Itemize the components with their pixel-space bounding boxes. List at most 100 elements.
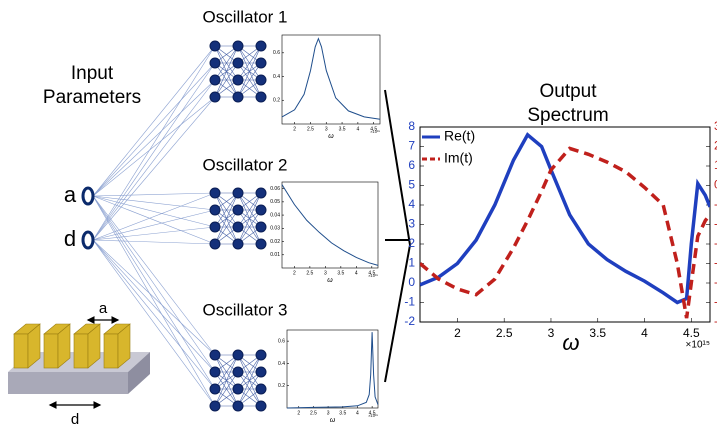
y-tick-label: 0.05 — [270, 199, 280, 205]
y-tick-label: 0.06 — [270, 186, 280, 192]
x-tick-label: 2 — [454, 326, 461, 340]
neuron — [256, 401, 266, 411]
x-tick-label: 3 — [327, 410, 330, 416]
y-tick-label: 0.4 — [273, 74, 280, 80]
y-tick-label: 3 — [408, 217, 415, 231]
neuron — [210, 222, 220, 232]
edge — [93, 193, 215, 240]
y-tick-label: 0.2 — [278, 383, 285, 389]
chart-title: Oscillator 3 — [202, 300, 287, 319]
neuron — [210, 384, 220, 394]
y-tick-label: 0.2 — [273, 98, 280, 104]
y-tick-label: 0.04 — [270, 212, 280, 218]
x-multiplier: ×10¹⁵ — [370, 129, 380, 134]
neuron — [256, 350, 266, 360]
neuron — [256, 384, 266, 394]
input-d: d — [64, 226, 76, 251]
y-tick-label: 0.02 — [270, 239, 280, 245]
neuron — [233, 222, 243, 232]
x-tick-label: 2 — [293, 126, 296, 132]
edge — [93, 97, 215, 240]
neuron — [210, 350, 220, 360]
x-tick-label: 3 — [325, 126, 328, 132]
neuron — [233, 384, 243, 394]
neuron — [233, 92, 243, 102]
y-tick-label: 6 — [408, 158, 415, 172]
y-tick-label: 1 — [408, 256, 415, 270]
y-tick-label: 0.4 — [278, 361, 285, 367]
neuron — [210, 75, 220, 85]
neuron — [233, 75, 243, 85]
y-tick-label: -1 — [404, 295, 415, 309]
y-tick-label: 0.03 — [270, 226, 280, 232]
input-node — [83, 232, 93, 248]
x-tick-label: 3.5 — [589, 326, 606, 340]
x-tick-label: 4 — [356, 126, 359, 132]
neuron — [210, 367, 220, 377]
y-tick-label: 0.01 — [270, 252, 280, 258]
input-a: a — [64, 182, 77, 207]
x-tick-label: 3 — [324, 270, 327, 276]
x-tick-label: 2.5 — [496, 326, 513, 340]
legend-label: Re(t) — [444, 128, 475, 144]
nanostructure — [8, 320, 150, 405]
y-tick-label: 8 — [408, 119, 415, 133]
y-tick-label: 2 — [408, 236, 415, 250]
x-multiplier: ×10¹⁵ — [686, 340, 710, 351]
neuron — [210, 239, 220, 249]
x-tick-label: 2 — [297, 410, 300, 416]
neuron — [256, 239, 266, 249]
neuron — [210, 92, 220, 102]
x-tick-label: 3.5 — [337, 270, 344, 276]
x-tick-label: 4 — [355, 270, 358, 276]
neuron — [210, 188, 220, 198]
neuron — [233, 239, 243, 249]
plot-frame — [282, 182, 378, 268]
x-tick-label: 4.5 — [683, 326, 700, 340]
edge — [93, 193, 215, 196]
x-axis-label: ω — [562, 330, 579, 355]
x-axis-label: ω — [330, 417, 336, 424]
legend-label: Im(t) — [444, 150, 473, 166]
chart-title: Oscillator 1 — [202, 7, 287, 26]
neuron — [233, 401, 243, 411]
y-tick-label: -2 — [404, 314, 415, 328]
y-tick-label: 5 — [408, 178, 415, 192]
y-tick-label: 4 — [408, 197, 415, 211]
edge — [93, 97, 215, 196]
label-a: a — [99, 300, 108, 317]
neuron — [256, 188, 266, 198]
x-tick-label: 2 — [293, 270, 296, 276]
x-tick-label: 4 — [356, 410, 359, 416]
neuron — [256, 75, 266, 85]
neuron — [256, 58, 266, 68]
x-tick-label: 2.5 — [307, 126, 314, 132]
y-tick-label: 0.6 — [278, 338, 285, 344]
label-d: d — [71, 411, 79, 428]
neuron — [210, 58, 220, 68]
x-axis-label: ω — [327, 277, 333, 284]
figure: InputParameters a d a d Oscillator 122.5… — [0, 0, 717, 432]
neuron — [210, 41, 220, 51]
neuron — [210, 205, 220, 215]
x-multiplier: ×10¹⁵ — [368, 413, 378, 418]
input-node — [83, 188, 93, 204]
x-tick-label: 3 — [548, 326, 555, 340]
edge — [93, 227, 215, 240]
neuron — [233, 188, 243, 198]
neuron — [256, 41, 266, 51]
x-tick-label: 4 — [641, 326, 648, 340]
neuron — [233, 367, 243, 377]
neuron — [233, 205, 243, 215]
x-axis-label: ω — [328, 133, 334, 140]
neuron — [256, 205, 266, 215]
bracket — [385, 90, 410, 382]
neuron — [256, 222, 266, 232]
neuron — [256, 92, 266, 102]
neuron — [233, 58, 243, 68]
neuron — [233, 41, 243, 51]
chart-title: Oscillator 2 — [202, 155, 287, 174]
x-tick-label: 2.5 — [310, 410, 317, 416]
plot-frame — [287, 330, 378, 408]
